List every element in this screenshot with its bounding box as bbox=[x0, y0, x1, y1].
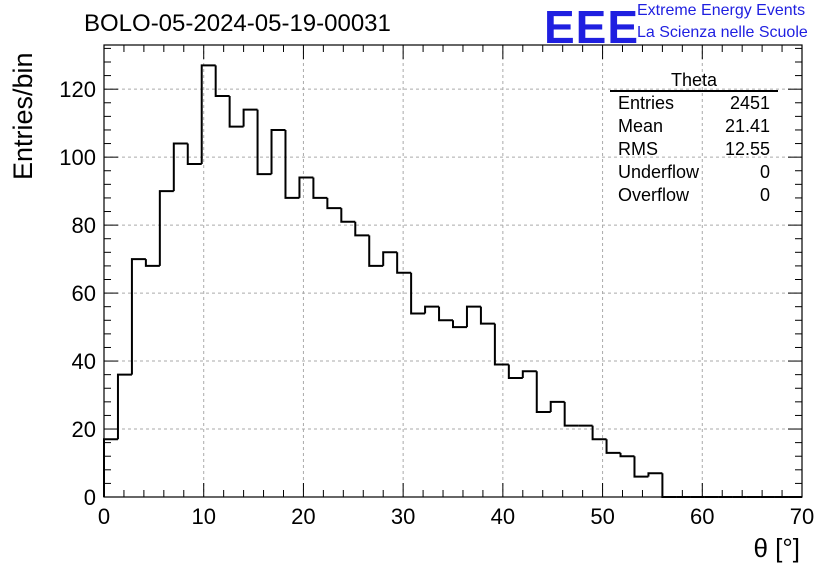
stats-value: 2451 bbox=[729, 93, 770, 113]
stats-box: Theta Entries 2451 Mean 21.41 RMS 12.55 … bbox=[610, 70, 778, 207]
stats-value: 12.55 bbox=[724, 139, 770, 159]
y-tick-label: 40 bbox=[72, 349, 96, 374]
stats-label: Entries bbox=[618, 93, 675, 113]
x-tick-label: 20 bbox=[291, 504, 315, 529]
stats-row-rms: RMS 12.55 bbox=[610, 138, 778, 161]
histogram-bin bbox=[563, 401, 579, 427]
histogram-bin bbox=[144, 259, 160, 267]
histogram-bin bbox=[116, 373, 132, 440]
y-tick-label: 0 bbox=[84, 485, 96, 510]
x-tick-label: 0 bbox=[98, 504, 110, 529]
y-axis-label: Entries/bin bbox=[8, 52, 38, 180]
x-tick-label: 50 bbox=[590, 504, 614, 529]
x-tick-label: 40 bbox=[491, 504, 515, 529]
histogram-bin bbox=[619, 452, 635, 458]
x-axis-label: θ [°] bbox=[753, 533, 800, 563]
stats-value: 21.41 bbox=[724, 116, 770, 136]
stats-label: Overflow bbox=[618, 185, 690, 205]
histogram-bin bbox=[354, 221, 370, 237]
histogram-bin bbox=[591, 425, 607, 441]
histogram-bin bbox=[298, 176, 314, 198]
histogram-bin bbox=[521, 370, 537, 379]
x-tick-label: 60 bbox=[690, 504, 714, 529]
stats-label: Mean bbox=[618, 116, 664, 136]
stats-label: RMS bbox=[618, 139, 658, 159]
stats-row-underflow: Underflow 0 bbox=[610, 161, 778, 184]
histogram-bin bbox=[479, 306, 495, 325]
y-tick-label: 60 bbox=[72, 281, 96, 306]
histogram-bin bbox=[410, 272, 426, 315]
histogram-bin bbox=[186, 143, 202, 165]
histogram-bin bbox=[661, 473, 677, 498]
histogram-bin bbox=[382, 251, 398, 266]
histogram-bin bbox=[103, 438, 118, 497]
histogram-bin bbox=[535, 371, 551, 414]
histogram-bin bbox=[507, 364, 523, 380]
histogram-bin bbox=[214, 65, 230, 97]
stats-row-entries: Entries 2451 bbox=[610, 92, 778, 115]
histogram-bin bbox=[326, 197, 342, 210]
logo-line-2: La Scienza nelle Scuole bbox=[637, 24, 808, 41]
histogram-bin bbox=[438, 306, 453, 322]
x-tick-label: 30 bbox=[391, 504, 415, 529]
histogram-bin bbox=[368, 235, 384, 267]
x-tick-label: 10 bbox=[191, 504, 215, 529]
histogram-bin bbox=[242, 108, 258, 127]
histogram-bin bbox=[228, 95, 244, 128]
stats-value: 0 bbox=[759, 185, 770, 205]
eee-logo: EEE bbox=[544, 1, 640, 53]
histogram-bin bbox=[549, 400, 565, 413]
histogram-bin bbox=[647, 472, 663, 477]
histogram-bin bbox=[424, 305, 440, 314]
histogram-bin bbox=[200, 64, 216, 164]
histogram-bin bbox=[284, 129, 300, 199]
stats-value: 0 bbox=[759, 162, 770, 182]
histogram-bin bbox=[605, 439, 621, 454]
histogram-bin bbox=[172, 142, 188, 192]
histogram-bin bbox=[158, 190, 174, 266]
histogram-bin bbox=[465, 305, 481, 328]
stats-row-overflow: Overflow 0 bbox=[610, 184, 778, 207]
logo-line-1: Extreme Energy Events bbox=[637, 2, 806, 19]
y-tick-label: 20 bbox=[72, 417, 96, 442]
stats-box-title: Theta bbox=[610, 70, 778, 92]
histogram-bin bbox=[452, 320, 467, 329]
y-tick-label: 100 bbox=[59, 145, 96, 170]
histogram-bin bbox=[633, 456, 649, 478]
histogram-bin bbox=[130, 258, 146, 375]
y-tick-label: 80 bbox=[72, 213, 96, 238]
histogram-bin bbox=[340, 208, 356, 223]
histogram-bin bbox=[396, 252, 412, 274]
histogram-bin bbox=[493, 323, 509, 366]
y-tick-label: 120 bbox=[59, 77, 96, 102]
histogram-bin bbox=[270, 128, 286, 175]
stats-row-mean: Mean 21.41 bbox=[610, 115, 778, 138]
histogram-bin bbox=[256, 109, 272, 176]
x-tick-label: 70 bbox=[790, 504, 814, 529]
histogram-bin bbox=[312, 177, 328, 199]
chart-title: BOLO-05-2024-05-19-00031 bbox=[84, 10, 391, 37]
plot-frame bbox=[103, 44, 803, 498]
stats-label: Underflow bbox=[618, 162, 700, 182]
